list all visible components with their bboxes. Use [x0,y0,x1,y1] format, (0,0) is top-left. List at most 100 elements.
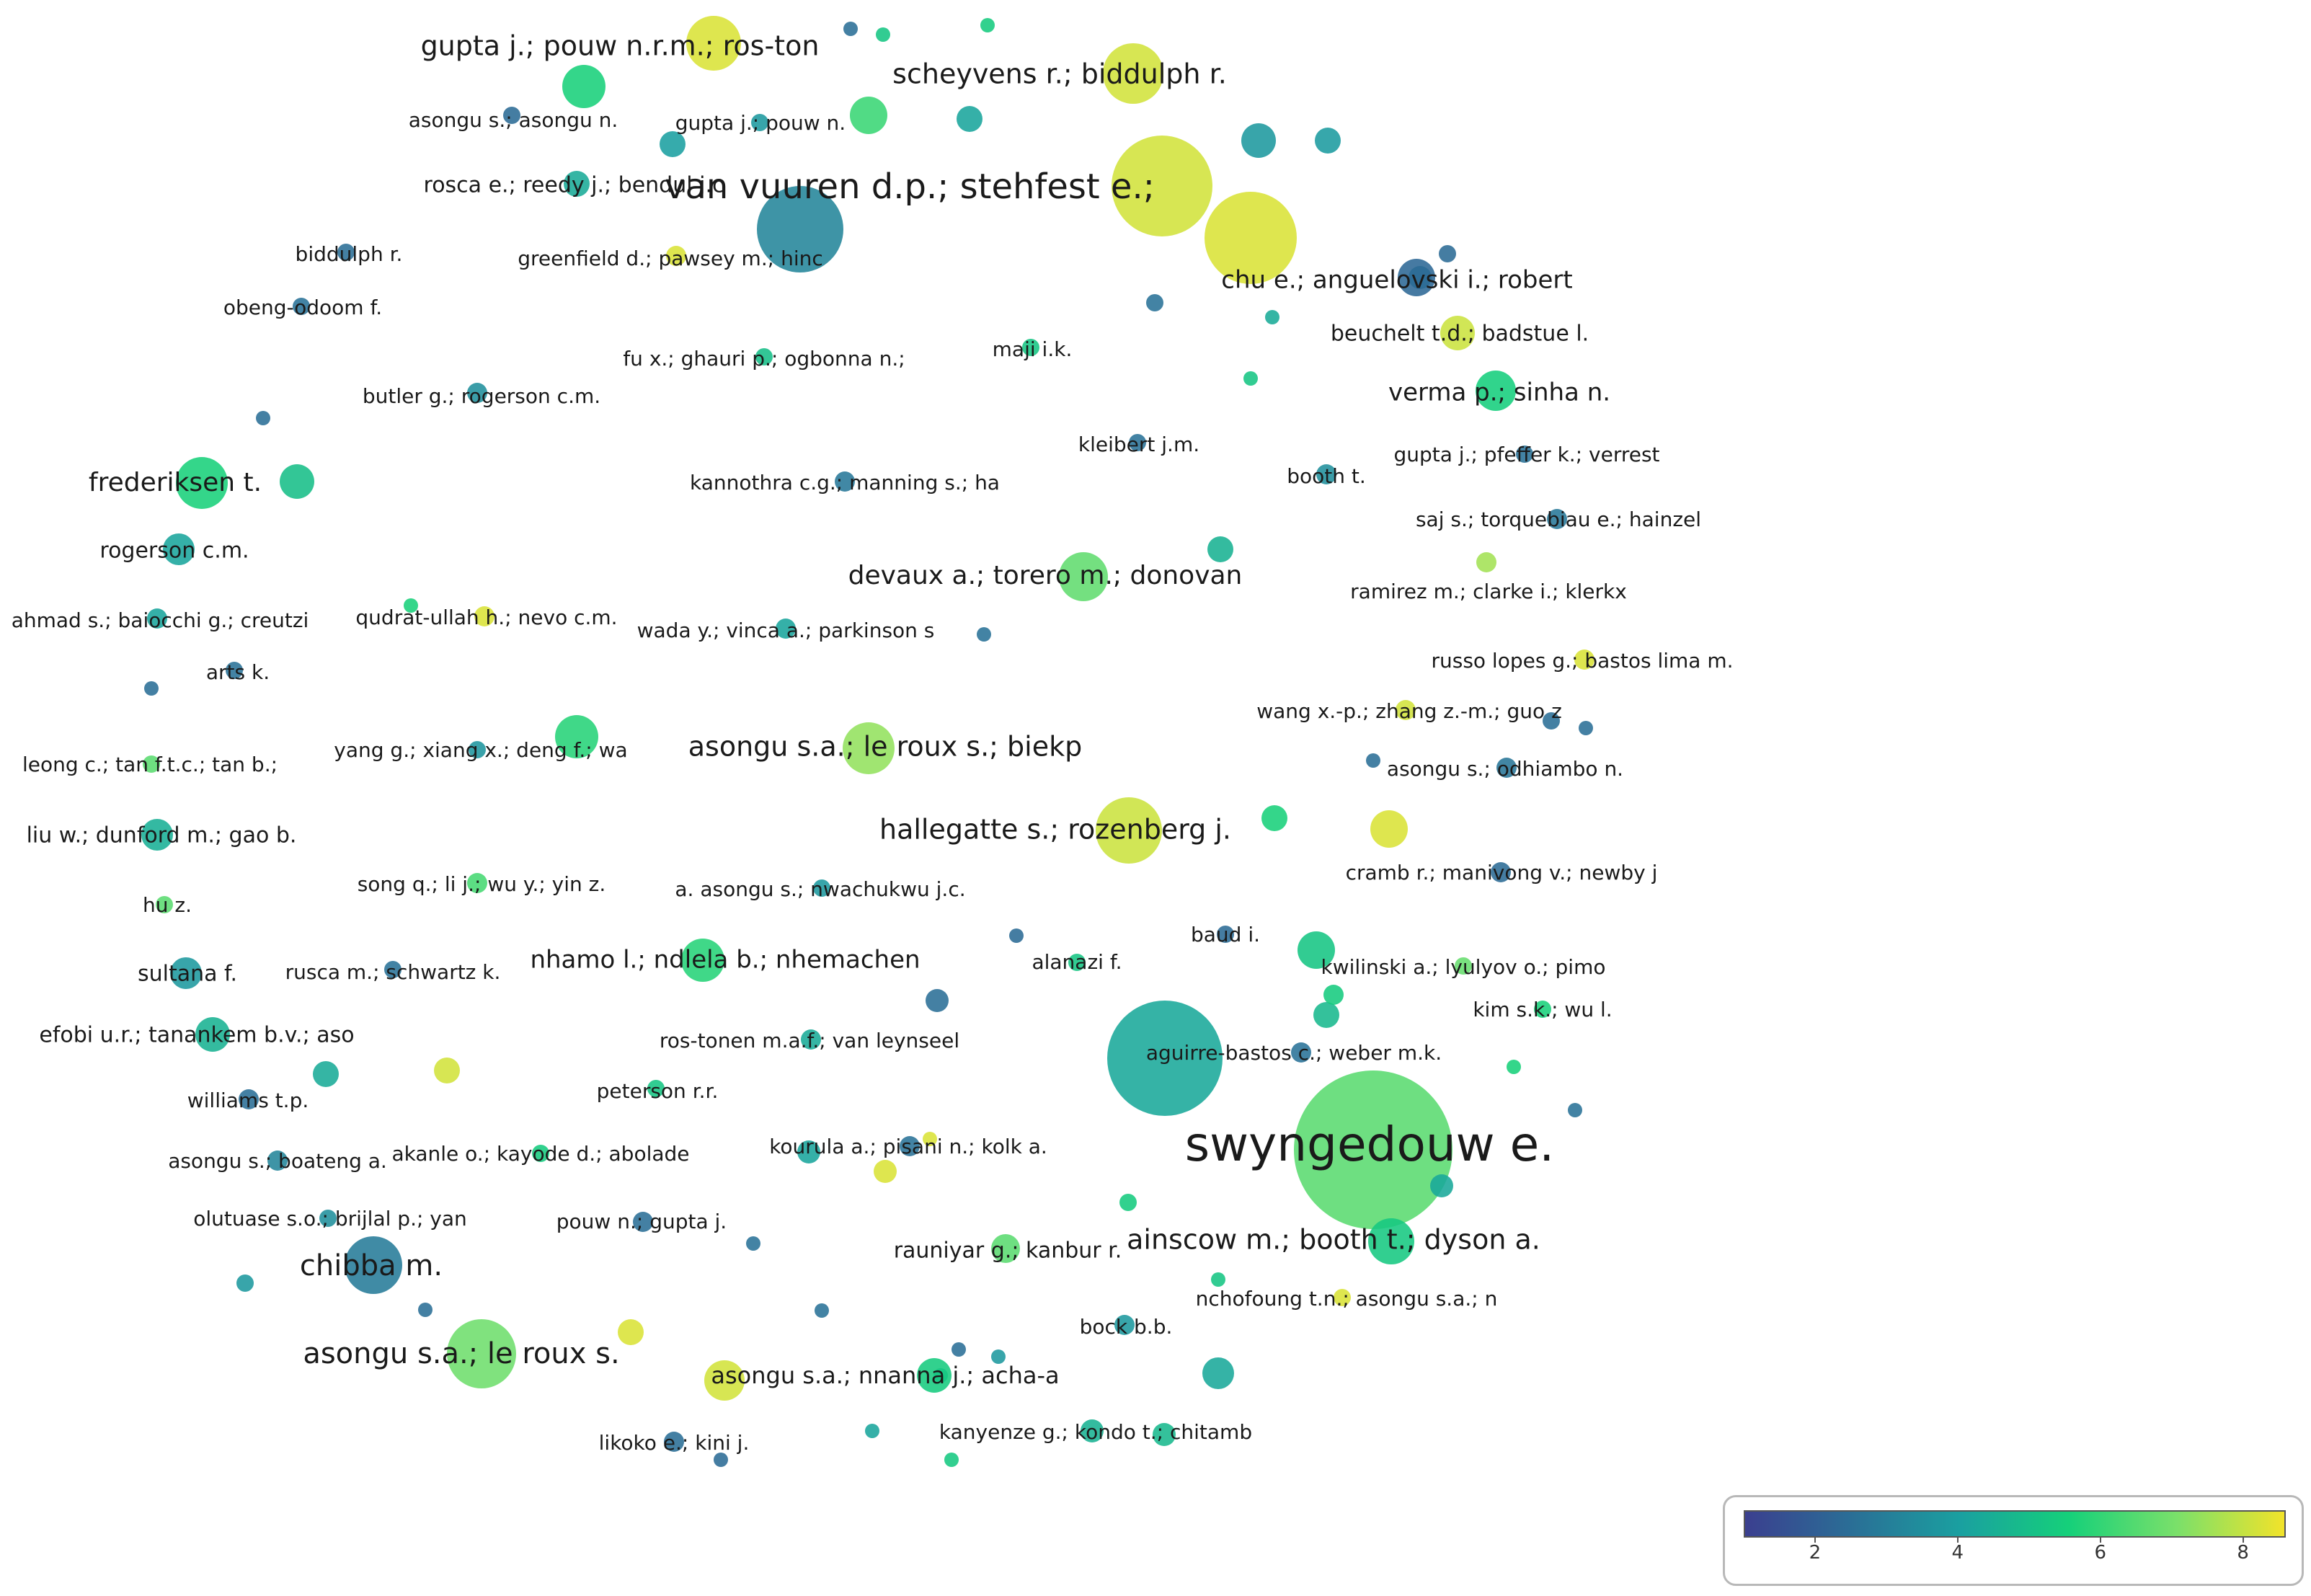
node-circle[interactable] [176,457,228,509]
node-circle[interactable] [144,681,159,696]
node-circle[interactable] [755,348,773,365]
node-circle[interactable] [1009,928,1024,943]
node-circle[interactable] [1574,650,1594,670]
node-circle[interactable] [1476,552,1496,572]
node-circle[interactable] [143,755,160,773]
node-circle[interactable] [751,114,768,131]
node-circle[interactable] [345,1236,402,1294]
node-circle[interactable] [933,1368,948,1383]
node-circle[interactable] [1022,339,1039,356]
node-circle[interactable] [467,873,487,893]
node-circle[interactable] [797,1140,820,1163]
node-circle[interactable] [474,606,494,626]
node-circle[interactable] [467,383,487,403]
node-circle[interactable] [313,1061,339,1087]
node-circle[interactable] [1430,1174,1453,1197]
node-circle[interactable] [991,1349,1006,1364]
node-circle[interactable] [1217,926,1234,943]
node-circle[interactable] [1114,1315,1135,1335]
node-circle[interactable] [618,1319,644,1345]
node-circle[interactable] [952,1342,966,1357]
node-circle[interactable] [236,1274,254,1292]
node-circle[interactable] [681,939,724,982]
node-circle[interactable] [1211,1272,1225,1287]
node-circle[interactable] [850,97,887,134]
node-circle[interactable] [1265,310,1279,324]
node-circle[interactable] [163,533,195,565]
node-circle[interactable] [843,22,858,36]
node-circle[interactable] [1096,797,1162,864]
node-circle[interactable] [1315,128,1341,154]
node-circle[interactable] [1370,810,1408,848]
node-circle[interactable] [1081,1419,1104,1442]
node-circle[interactable] [1516,445,1533,463]
node-circle[interactable] [1119,1194,1137,1211]
node-circle[interactable] [256,411,270,425]
node-circle[interactable] [1366,753,1380,768]
node-circle[interactable] [1455,957,1472,975]
node-circle[interactable] [1496,758,1517,778]
node-circle[interactable] [1543,712,1560,730]
node-circle[interactable] [319,1210,337,1227]
node-circle[interactable] [1534,1001,1551,1018]
node-circle[interactable] [1294,1070,1452,1229]
node-circle[interactable] [1068,954,1086,971]
node-circle[interactable] [434,1058,460,1083]
node-circle[interactable] [1396,700,1416,720]
node-circle[interactable] [843,722,895,774]
node-circle[interactable] [977,627,991,642]
node-circle[interactable] [170,957,202,989]
node-circle[interactable] [1146,294,1163,311]
node-circle[interactable] [1323,985,1344,1005]
node-circle[interactable] [384,961,402,978]
node-circle[interactable] [1112,136,1212,236]
node-circle[interactable] [714,1453,728,1467]
node-circle[interactable] [980,18,995,32]
node-circle[interactable] [156,896,173,913]
node-circle[interactable] [1440,316,1475,350]
node-circle[interactable] [801,1029,821,1050]
node-circle[interactable] [564,171,590,197]
node-circle[interactable] [865,1424,879,1438]
node-circle[interactable] [1129,434,1146,451]
node-circle[interactable] [503,107,520,124]
node-circle[interactable] [944,1453,959,1467]
node-circle[interactable] [447,1319,516,1388]
node-circle[interactable] [226,662,243,679]
node-circle[interactable] [1316,464,1336,484]
node-circle[interactable] [147,608,167,629]
node-circle[interactable] [876,27,890,42]
node-circle[interactable] [280,464,314,499]
node-circle[interactable] [1409,266,1432,289]
node-circle[interactable] [666,246,686,266]
node-circle[interactable] [900,1136,920,1156]
node-circle[interactable] [293,298,310,315]
node-circle[interactable] [1205,192,1297,284]
node-circle[interactable] [141,819,173,851]
node-circle[interactable] [404,598,418,613]
node-circle[interactable] [1568,1103,1582,1117]
node-circle[interactable] [660,131,686,157]
node-circle[interactable] [746,1236,760,1251]
node-circle[interactable] [1107,1001,1223,1116]
node-circle[interactable] [633,1212,653,1232]
node-circle[interactable] [1313,1002,1339,1028]
node-circle[interactable] [704,1360,745,1401]
node-circle[interactable] [555,715,598,758]
node-circle[interactable] [532,1145,549,1162]
node-circle[interactable] [686,16,741,71]
node-circle[interactable] [835,471,855,492]
node-circle[interactable] [337,244,355,261]
node-circle[interactable] [1439,245,1456,262]
node-circle[interactable] [923,1132,937,1146]
node-circle[interactable] [1291,1042,1311,1063]
node-circle[interactable] [1507,1060,1521,1074]
node-circle[interactable] [418,1303,433,1317]
node-circle[interactable] [239,1089,259,1109]
node-circle[interactable] [469,741,486,758]
node-circle[interactable] [1298,931,1335,969]
node-circle[interactable] [1547,509,1567,529]
node-circle[interactable] [926,989,949,1012]
node-circle[interactable] [1491,862,1511,882]
node-circle[interactable] [815,1303,829,1318]
